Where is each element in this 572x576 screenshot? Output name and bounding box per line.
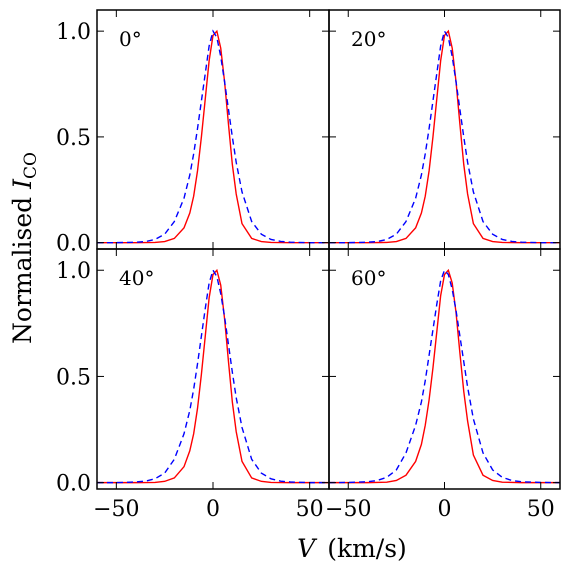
panel-1-series-0-line bbox=[329, 29, 560, 244]
panel-2-series-1-line bbox=[97, 268, 329, 484]
panel-0-series-0-line bbox=[97, 29, 329, 244]
panel-3-series-1-line bbox=[329, 268, 560, 484]
panel-2-ytick-label-2: 1.0 bbox=[56, 259, 91, 284]
panel-3: 60° bbox=[328, 248, 561, 490]
panel-1-label: 20° bbox=[351, 27, 386, 51]
panel-0-series-1-line bbox=[97, 29, 329, 244]
panel-2-xtick-label-2: 50 bbox=[296, 497, 324, 522]
panel-2-label: 40° bbox=[119, 266, 154, 290]
panel-0-label: 0° bbox=[119, 27, 142, 51]
y-axis-label: Normalised ICO bbox=[8, 152, 41, 344]
panel-0-ytick-label-1: 0.5 bbox=[56, 126, 91, 151]
panel-1-series-1-line bbox=[329, 29, 560, 244]
panels-layer: 0° 20° 40° 60° bbox=[96, 9, 561, 490]
x-axis-label: V (km/s) bbox=[297, 534, 407, 563]
panel-2-xtick-label-1: 0 bbox=[206, 497, 220, 522]
panel-3-xtick-label-0: −50 bbox=[325, 497, 371, 522]
x-tick-labels: −50 0 50 −50 0 50 bbox=[93, 497, 555, 522]
panel-3-xtick-label-2: 50 bbox=[527, 497, 555, 522]
panel-2: 40° bbox=[96, 248, 330, 490]
panel-3-label: 60° bbox=[351, 266, 386, 290]
panel-2-xtick-label-0: −50 bbox=[93, 497, 139, 522]
panel-2-series-0-line bbox=[97, 268, 329, 484]
panel-2-ytick-label-1: 0.5 bbox=[56, 365, 91, 390]
panel-0-ytick-label-2: 1.0 bbox=[56, 20, 91, 45]
panel-1: 20° bbox=[328, 9, 561, 250]
panel-0-ytick-label-0: 0.0 bbox=[56, 232, 91, 257]
panel-3-xtick-label-1: 0 bbox=[438, 497, 452, 522]
panel-3-frame bbox=[328, 248, 561, 490]
y-tick-labels: 0.00.51.00.00.51.0 bbox=[56, 20, 91, 496]
panel-3-series-0-line bbox=[329, 268, 560, 484]
panel-0: 0° bbox=[96, 9, 330, 250]
panel-2-ytick-label-0: 0.0 bbox=[56, 472, 91, 497]
